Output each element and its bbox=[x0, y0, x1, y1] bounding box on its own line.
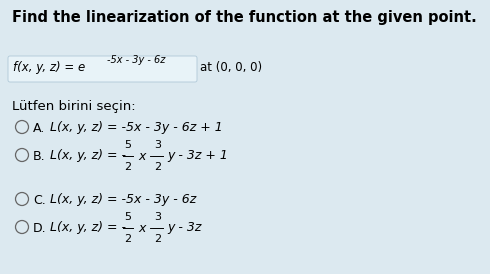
Text: L(x, y, z) = -: L(x, y, z) = - bbox=[50, 150, 126, 162]
Text: Lütfen birini seçin:: Lütfen birini seçin: bbox=[12, 100, 136, 113]
Text: x -: x - bbox=[138, 221, 154, 235]
Text: 2: 2 bbox=[124, 233, 132, 244]
Text: x -: x - bbox=[138, 150, 154, 162]
Text: 2: 2 bbox=[154, 161, 161, 172]
Text: Find the linearization of the function at the given point.: Find the linearization of the function a… bbox=[12, 10, 477, 25]
Text: f(x, y, z) = e: f(x, y, z) = e bbox=[13, 61, 85, 74]
Text: y - 3z: y - 3z bbox=[168, 221, 202, 235]
Text: 5: 5 bbox=[124, 141, 132, 150]
Text: 2: 2 bbox=[154, 233, 161, 244]
Text: L(x, y, z) = -5x - 3y - 6z + 1: L(x, y, z) = -5x - 3y - 6z + 1 bbox=[50, 121, 223, 135]
Text: 5: 5 bbox=[124, 213, 132, 222]
Text: 3: 3 bbox=[154, 141, 161, 150]
Text: y - 3z + 1: y - 3z + 1 bbox=[168, 150, 228, 162]
Text: 3: 3 bbox=[154, 213, 161, 222]
Text: A.: A. bbox=[33, 121, 45, 135]
Text: C.: C. bbox=[33, 193, 46, 207]
FancyBboxPatch shape bbox=[8, 56, 197, 82]
Text: B.: B. bbox=[33, 150, 46, 162]
Text: at (0, 0, 0): at (0, 0, 0) bbox=[200, 61, 262, 74]
Text: L(x, y, z) = -: L(x, y, z) = - bbox=[50, 221, 126, 235]
Text: L(x, y, z) = -5x - 3y - 6z: L(x, y, z) = -5x - 3y - 6z bbox=[50, 193, 196, 207]
Text: D.: D. bbox=[33, 221, 47, 235]
Text: -5x - 3y - 6z: -5x - 3y - 6z bbox=[107, 55, 166, 65]
Text: 2: 2 bbox=[124, 161, 132, 172]
